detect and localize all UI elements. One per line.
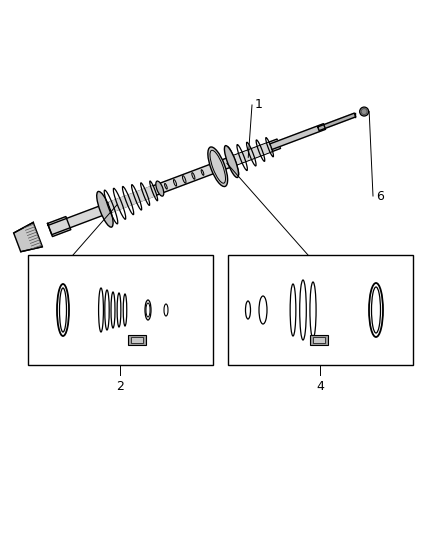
Polygon shape bbox=[14, 222, 42, 252]
Ellipse shape bbox=[224, 146, 239, 177]
Ellipse shape bbox=[208, 147, 228, 187]
Bar bbox=[313, 337, 325, 343]
Bar bbox=[128, 335, 146, 345]
Ellipse shape bbox=[210, 150, 226, 183]
Polygon shape bbox=[109, 186, 155, 212]
Ellipse shape bbox=[165, 183, 167, 189]
Ellipse shape bbox=[192, 173, 195, 179]
Polygon shape bbox=[232, 143, 271, 165]
Polygon shape bbox=[48, 139, 280, 235]
Bar bbox=[28, 255, 213, 365]
Bar bbox=[228, 255, 413, 365]
Ellipse shape bbox=[97, 191, 113, 227]
Ellipse shape bbox=[182, 176, 186, 183]
Ellipse shape bbox=[156, 181, 164, 196]
Text: 2: 2 bbox=[116, 381, 124, 393]
Text: 1: 1 bbox=[255, 99, 263, 111]
Ellipse shape bbox=[201, 169, 204, 175]
Text: 6: 6 bbox=[376, 190, 384, 203]
Bar bbox=[131, 337, 143, 343]
Bar bbox=[310, 335, 328, 345]
Ellipse shape bbox=[173, 180, 177, 186]
Polygon shape bbox=[48, 216, 71, 237]
Ellipse shape bbox=[360, 107, 369, 116]
Polygon shape bbox=[318, 113, 356, 131]
Polygon shape bbox=[268, 124, 325, 150]
Text: 4: 4 bbox=[316, 381, 324, 393]
